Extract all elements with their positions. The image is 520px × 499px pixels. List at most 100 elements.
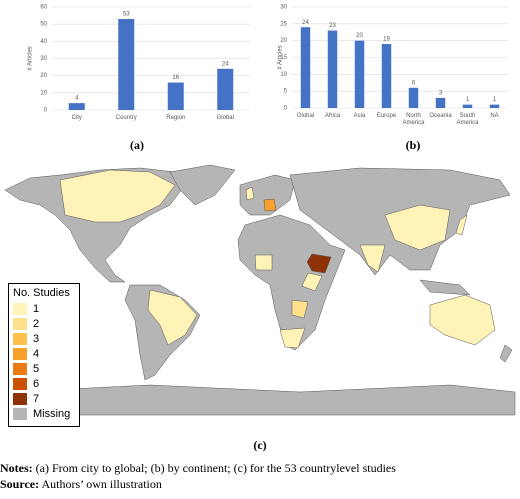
y-tick-label: 30 (40, 56, 47, 62)
y-tick-label: 50 (40, 22, 47, 28)
legend-label: 1 (33, 302, 40, 315)
country (291, 299, 309, 319)
bar (435, 97, 446, 108)
legend-item: 2 (13, 317, 39, 330)
notes: Notes: (a) From city to global; (b) by c… (0, 461, 396, 476)
y-axis-label: # Articles (28, 46, 34, 70)
x-tick-label: Global (216, 115, 234, 121)
y-tick-label: 25 (280, 21, 287, 27)
bar (167, 82, 184, 110)
country (59, 169, 176, 223)
country (237, 214, 346, 351)
country (419, 279, 471, 296)
y-tick-label: 0 (44, 108, 48, 114)
value-label: 19 (383, 37, 390, 43)
x-tick-label: Oceania (429, 113, 452, 119)
legend-title: No. Studies (13, 287, 70, 299)
y-tick-label: 20 (280, 38, 287, 44)
y-tick-label: 30 (280, 5, 287, 11)
y-tick-label: 0 (284, 106, 288, 112)
caption: (c) (253, 438, 266, 452)
y-axis-label: # Articles (278, 45, 284, 69)
map-legend: No. Studies 1 2 3 4 5 6 7 Missing (8, 283, 80, 427)
value-label: 1 (466, 97, 470, 103)
bar (408, 87, 419, 108)
legend-swatch (13, 392, 27, 405)
legend-label: 2 (33, 317, 40, 330)
legend-label: 7 (33, 392, 40, 405)
value-label: 23 (329, 23, 336, 29)
bar (489, 104, 500, 108)
country (254, 254, 273, 271)
country (359, 244, 386, 273)
y-tick-label: 60 (40, 5, 47, 11)
country (499, 344, 513, 363)
value-label: 1 (493, 97, 497, 103)
country (455, 214, 468, 236)
x-tick-label: South America (456, 113, 479, 126)
y-tick-label: 10 (280, 72, 287, 78)
legend-label: 3 (33, 332, 40, 345)
legend-item: Missing (13, 407, 70, 420)
legend-swatch (13, 302, 27, 315)
caption: (a) (130, 138, 144, 152)
legend-item: 5 (13, 362, 39, 375)
legend-label: 4 (33, 347, 40, 360)
notes-label: Notes: (0, 461, 33, 475)
legend-swatch (13, 362, 27, 375)
x-tick-label: Europe (376, 113, 397, 119)
source: Source: Authors’ own illustration (0, 477, 162, 492)
country (239, 174, 296, 216)
x-tick-label: NA (490, 113, 499, 119)
bar (300, 27, 311, 109)
value-label: 16 (172, 75, 179, 81)
bar (118, 19, 135, 111)
notes-text: (a) From city to global; (b) by continen… (35, 461, 396, 475)
country (9, 384, 516, 416)
value-label: 3 (439, 90, 443, 96)
value-label: 6 (412, 80, 416, 86)
x-tick-label: North America (402, 113, 425, 126)
world-map (4, 164, 516, 416)
legend-label: 5 (33, 362, 40, 375)
x-tick-label: Africa (324, 113, 341, 119)
y-tick-label: 15 (280, 55, 287, 61)
x-tick-label: Asia (353, 113, 366, 119)
y-tick-label: 5 (284, 89, 288, 95)
bar (327, 30, 338, 108)
country (429, 294, 496, 346)
country (306, 253, 332, 274)
bar (381, 44, 392, 108)
legend-item: 3 (13, 332, 39, 345)
legend-swatch (13, 332, 27, 345)
legend-swatch (13, 377, 27, 390)
bar (462, 104, 473, 108)
source-text: Authors’ own illustration (41, 477, 162, 491)
legend-item: 4 (13, 347, 39, 360)
caption: (b) (406, 138, 421, 152)
x-tick-label: Global (296, 113, 315, 119)
legend-item: 7 (13, 392, 39, 405)
value-label: 24 (302, 20, 309, 26)
country (245, 186, 255, 201)
country (279, 327, 306, 349)
value-label: 20 (356, 33, 363, 39)
bar (217, 68, 234, 110)
source-label: Source: (0, 477, 40, 491)
legend-item: 6 (13, 377, 39, 390)
x-tick-label: Country (115, 115, 137, 121)
y-tick-label: 10 (40, 90, 47, 96)
country (384, 204, 451, 251)
legend-item: 1 (13, 302, 39, 315)
x-tick-label: Region (166, 115, 186, 121)
value-label: 53 (123, 12, 130, 18)
value-label: 24 (222, 61, 229, 67)
legend-label: Missing (33, 407, 71, 420)
bar (68, 103, 85, 110)
legend-label: 6 (33, 377, 40, 390)
legend-swatch (13, 317, 27, 330)
country (301, 272, 323, 292)
x-tick-label: City (71, 115, 82, 121)
